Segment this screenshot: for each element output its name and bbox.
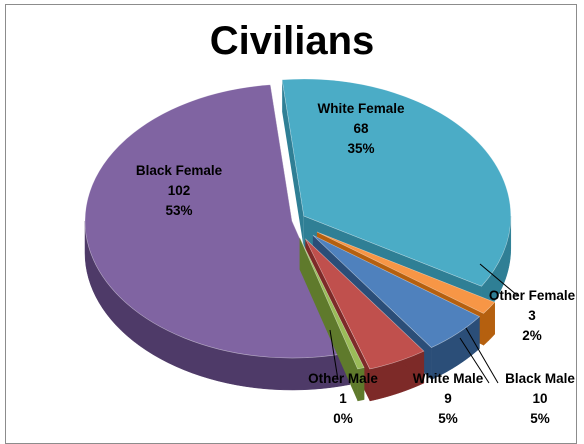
slice-top: [299, 237, 365, 370]
leader-line: [459, 337, 490, 384]
leader-line: [329, 329, 339, 381]
data-label-other-female: Other Female 3 2%: [489, 288, 576, 343]
leader-line: [465, 327, 499, 384]
slice-top: [312, 234, 481, 348]
slice-cut-face: [282, 79, 304, 249]
slice-top: [84, 84, 351, 359]
data-label-white-female: White Female 68 35%: [317, 101, 405, 156]
data-label-other-male: Other Male 1 0%: [308, 371, 378, 426]
slice-top: [281, 78, 512, 287]
chart-area: Civilians White Female 68 35% Other Female 3…: [5, 4, 577, 444]
data-label-white-male: White Male 9 5%: [413, 371, 484, 426]
chart-title: Civilians: [209, 19, 375, 63]
pie-chart: White Female 68 35% Other Female 3 2% Black Ma…: [84, 78, 576, 426]
pie-slice-other-male: [299, 237, 365, 402]
slice-top: [305, 238, 425, 370]
data-label-black-female: Black Female 102 53%: [136, 163, 223, 218]
data-label-black-male: Black Male 10 5%: [505, 371, 575, 426]
slice-top: [316, 231, 496, 314]
leader-line: [479, 263, 519, 297]
slice-cut-face: [299, 237, 358, 401]
